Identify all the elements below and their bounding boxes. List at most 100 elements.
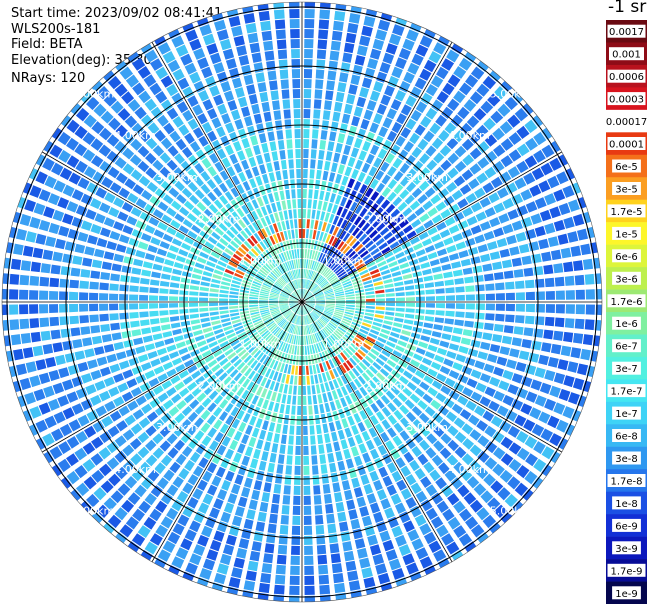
data-cell	[326, 325, 334, 333]
data-cell	[273, 327, 281, 336]
data-cell	[406, 424, 417, 436]
data-cell	[270, 309, 280, 314]
data-cell	[385, 203, 396, 214]
data-cell	[387, 414, 398, 425]
data-cell	[315, 515, 324, 525]
data-cell	[304, 305, 311, 313]
data-cell	[120, 321, 130, 329]
data-cell	[385, 307, 395, 311]
data-cell	[24, 392, 36, 405]
data-cell	[160, 99, 173, 112]
data-cell	[435, 114, 447, 127]
data-cell	[295, 259, 299, 269]
data-cell	[310, 149, 317, 159]
data-cell	[107, 75, 122, 90]
data-cell	[261, 228, 268, 238]
data-cell	[297, 315, 300, 325]
data-cell	[298, 269, 301, 279]
data-cell	[187, 213, 198, 223]
data-cell	[291, 294, 299, 300]
data-cell	[405, 95, 417, 107]
data-cell	[384, 507, 395, 519]
data-cell	[250, 235, 258, 245]
data-cell	[535, 291, 545, 300]
data-cell	[32, 345, 44, 357]
data-cell	[207, 402, 217, 413]
data-cell	[375, 195, 385, 205]
ring-label: 5.00km	[73, 505, 115, 518]
data-cell	[189, 285, 200, 291]
data-cell	[485, 293, 495, 301]
data-cell	[206, 336, 216, 344]
data-cell	[259, 304, 269, 307]
data-cell	[157, 114, 169, 127]
data-cell	[439, 365, 451, 375]
data-cell	[202, 470, 213, 483]
data-cell	[324, 100, 332, 111]
data-cell	[58, 367, 70, 379]
data-cell	[238, 349, 247, 357]
data-cell	[233, 222, 243, 232]
data-cell	[556, 419, 569, 433]
data-cell	[423, 461, 435, 474]
data-cell	[368, 379, 377, 390]
data-cell	[364, 525, 376, 537]
data-cell	[268, 422, 276, 432]
data-cell	[325, 303, 335, 306]
data-cell	[484, 166, 497, 179]
data-cell	[405, 302, 415, 307]
data-cell	[329, 320, 338, 327]
data-cell	[276, 201, 282, 211]
data-cell	[279, 299, 289, 302]
data-cell	[169, 296, 179, 301]
data-cell	[427, 251, 438, 260]
data-cell	[247, 357, 255, 366]
data-cell	[465, 285, 475, 292]
data-cell	[321, 120, 329, 130]
data-cell	[264, 215, 272, 225]
data-cell	[123, 256, 134, 265]
data-cell	[194, 162, 205, 174]
data-cell	[444, 377, 456, 388]
data-cell	[405, 497, 417, 509]
data-cell	[376, 103, 387, 115]
data-cell	[52, 251, 63, 262]
data-cell	[349, 326, 358, 333]
data-cell	[85, 209, 97, 220]
data-cell	[83, 114, 97, 128]
data-cell	[446, 181, 458, 193]
data-cell	[253, 144, 261, 156]
data-cell	[474, 234, 485, 244]
data-cell	[201, 157, 212, 169]
data-cell	[387, 166, 397, 177]
data-cell	[347, 156, 356, 168]
data-cell	[365, 226, 375, 235]
data-cell	[156, 248, 168, 257]
data-cell	[263, 152, 271, 163]
data-cell	[271, 181, 278, 192]
data-cell	[392, 397, 403, 408]
data-cell	[337, 82, 347, 93]
data-cell	[525, 137, 538, 151]
data-cell	[289, 298, 299, 301]
data-cell	[368, 265, 378, 272]
data-cell	[304, 69, 313, 79]
data-cell	[243, 276, 253, 283]
data-cell	[180, 432, 192, 444]
data-cell	[190, 349, 200, 357]
data-cell	[317, 554, 328, 565]
data-cell	[322, 423, 329, 434]
data-cell	[544, 398, 556, 411]
data-cell	[281, 200, 287, 210]
data-cell	[354, 352, 364, 361]
data-cell	[130, 453, 143, 466]
data-cell	[320, 253, 326, 263]
data-cell	[330, 261, 338, 269]
data-cell	[135, 220, 147, 230]
data-cell	[313, 404, 319, 415]
data-cell	[373, 318, 383, 323]
data-cell	[508, 459, 522, 472]
data-cell	[335, 173, 342, 184]
data-cell	[373, 479, 383, 491]
data-cell	[253, 232, 262, 242]
